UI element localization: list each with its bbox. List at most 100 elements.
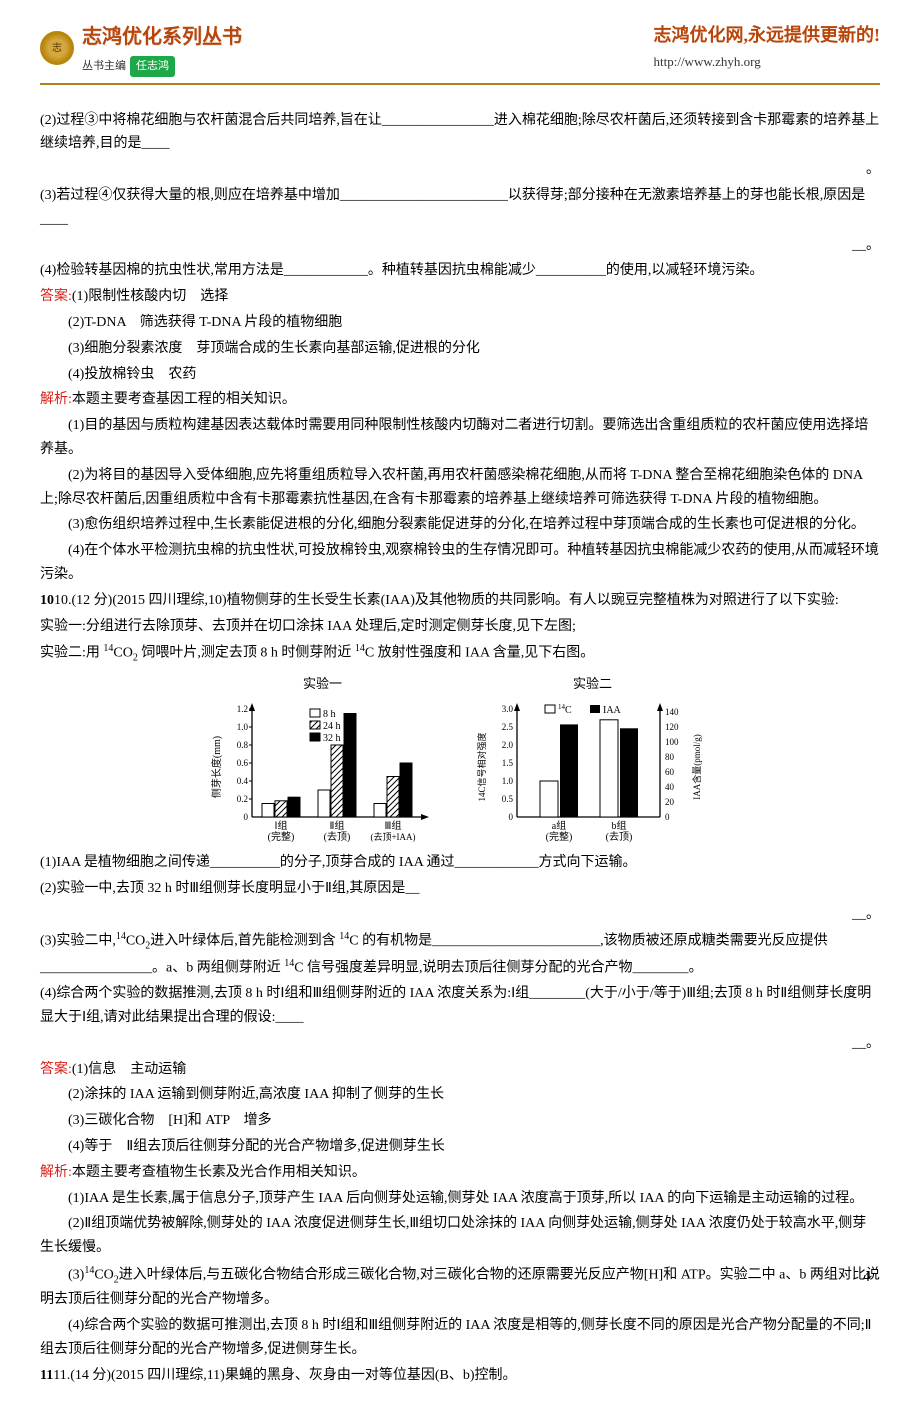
svg-text:IAA: IAA — [603, 705, 622, 716]
answer-block: 答案:(1)限制性核酸内切 选择 — [40, 285, 880, 309]
q10-4-tail: __。 — [40, 1032, 880, 1056]
charts-row: 实验一 侧芽长度(mm) 0 0.2 — [40, 673, 880, 847]
page-header: 志 志鸿优化系列丛书 丛书主编 任志鸿 志鸿优化网,永远提供更新的! http:… — [40, 20, 880, 85]
svg-text:80: 80 — [665, 752, 675, 762]
page-number: 4 — [863, 1266, 870, 1290]
q3-tail: __。 — [40, 234, 880, 258]
analysis-10-1: (1)IAA 是生长素,属于信息分子,顶芽产生 IAA 后向侧芽处运输,侧芽处 … — [40, 1187, 880, 1211]
analysis-head: 本题主要考查基因工程的相关知识。 — [72, 392, 296, 407]
svg-text:(完整): (完整) — [546, 830, 573, 843]
svg-text:1.0: 1.0 — [237, 722, 249, 732]
document-body: (2)过程③中将棉花细胞与农杆菌混合后共同培养,旨在让_____________… — [40, 109, 880, 1388]
series-title-block: 志鸿优化系列丛书 丛书主编 任志鸿 — [82, 20, 242, 77]
q10-3-c: 进入叶绿体后,首先能检测到含 — [150, 934, 339, 949]
analysis-block: 解析:本题主要考查基因工程的相关知识。 — [40, 388, 880, 412]
analysis-10-3: (3)14CO2进入叶绿体后,与五碳化合物结合形成三碳化合物,对三碳化合物的还原… — [40, 1262, 880, 1312]
svg-text:2.0: 2.0 — [502, 740, 514, 750]
answer-label-10: 答案: — [40, 1062, 72, 1077]
svg-text:Ⅲ组: Ⅲ组 — [385, 819, 402, 832]
answer-1: (1)限制性核酸内切 选择 — [72, 289, 228, 304]
q10-3-e: C 信号强度差异明显,说明去顶后往侧芽分配的光合产物________ — [294, 960, 688, 975]
svg-text:100: 100 — [665, 737, 679, 747]
chart-1-title: 实验一 — [210, 673, 435, 695]
question-10-2: (2)实验一中,去顶 32 h 时Ⅲ组侧芽长度明显小于Ⅱ组,其原因是__ — [40, 877, 880, 901]
sup-14: 14 — [103, 643, 113, 654]
svg-text:1.0: 1.0 — [502, 776, 514, 786]
question-10-4: (4)综合两个实验的数据推测,去顶 8 h 时Ⅰ组和Ⅲ组侧芽附近的 IAA 浓度… — [40, 982, 880, 1030]
svg-text:0.4: 0.4 — [237, 776, 249, 786]
ana10-3a: (3) — [68, 1268, 84, 1283]
svg-text:0.8: 0.8 — [237, 740, 249, 750]
site-slogan: 志鸿优化网,永远提供更新的! — [654, 20, 881, 51]
answer-10-4: (4)等于 Ⅱ组去顶后往侧芽分配的光合产物增多,促进侧芽生长 — [40, 1135, 880, 1159]
q10-exp2-a: 实验二:用 — [40, 646, 103, 661]
svg-text:8 h: 8 h — [323, 709, 336, 720]
svg-text:(完整): (完整) — [268, 830, 295, 843]
svg-text:0.5: 0.5 — [502, 794, 514, 804]
svg-text:14C信号相对强度: 14C信号相对强度 — [476, 732, 487, 801]
editor-name: 任志鸿 — [130, 56, 175, 77]
chart-2-title: 实验二 — [475, 673, 710, 695]
question-2: (2)过程③中将棉花细胞与农杆菌混合后共同培养,旨在让_____________… — [40, 109, 880, 157]
sup-14c: 14 — [116, 931, 126, 942]
svg-text:Ⅱ组: Ⅱ组 — [330, 819, 345, 832]
sup-14b: 14 — [355, 643, 365, 654]
q10-exp2-d: C 放射性强度和 IAA 含量,见下右图。 — [365, 646, 594, 661]
analysis-10-head: 本题主要考查植物生长素及光合作用相关知识。 — [72, 1165, 366, 1180]
answer-label: 答案: — [40, 289, 72, 304]
site-url: http://www.zhyh.org — [654, 51, 881, 73]
analysis-label-10: 解析: — [40, 1165, 72, 1180]
header-left: 志 志鸿优化系列丛书 丛书主编 任志鸿 — [40, 20, 242, 77]
svg-text:140: 140 — [665, 707, 679, 717]
answer-3: (3)细胞分裂素浓度 芽顶端合成的生长素向基部运输,促进根的分化 — [40, 337, 880, 361]
series-title: 志鸿优化系列丛书 — [82, 20, 242, 54]
chart-1: 侧芽长度(mm) 0 0.2 0.4 0.6 0.8 1.0 1.2 — [210, 697, 435, 847]
q10-3-b: CO — [126, 934, 145, 949]
svg-text:b组: b组 — [612, 819, 627, 832]
analysis-4: (4)在个体水平检测抗虫棉的抗虫性状,可投放棉铃虫,观察棉铃虫的生存情况即可。种… — [40, 539, 880, 587]
q10-2-tail: __。 — [40, 903, 880, 927]
analysis-10-2: (2)Ⅱ组顶端优势被解除,侧芽处的 IAA 浓度促进侧芽生长,Ⅲ组切口处涂抹的 … — [40, 1212, 880, 1260]
svg-text:40: 40 — [665, 782, 675, 792]
q10-exp2-c: 饲喂叶片,测定去顶 8 h 时侧芽附近 — [138, 646, 355, 661]
chart-2: 14C信号相对强度 IAA含量(pmol/g) 0 0.5 1.0 1.5 2.… — [475, 697, 710, 847]
analysis-2: (2)为将目的基因导入受体细胞,应先将重组质粒导入农杆菌,再用农杆菌感染棉花细胞… — [40, 464, 880, 512]
question-10-exp1: 实验一:分组进行去除顶芽、去顶并在切口涂抹 IAA 处理后,定时测定侧芽长度,见… — [40, 615, 880, 639]
header-right: 志鸿优化网,永远提供更新的! http://www.zhyh.org — [654, 20, 881, 73]
analysis-3: (3)愈伤组织培养过程中,生长素能促进根的分化,细胞分裂素能促进芽的分化,在培养… — [40, 513, 880, 537]
svg-text:14C: 14C — [558, 703, 572, 716]
svg-text:120: 120 — [665, 722, 679, 732]
svg-text:0.2: 0.2 — [237, 794, 248, 804]
analysis-10-block: 解析:本题主要考查植物生长素及光合作用相关知识。 — [40, 1161, 880, 1185]
svg-text:20: 20 — [665, 797, 675, 807]
analysis-10-4: (4)综合两个实验的数据可推测出,去顶 8 h 时Ⅰ组和Ⅲ组侧芽附近的 IAA … — [40, 1314, 880, 1362]
question-4: (4)检验转基因棉的抗虫性状,常用方法是____________。种植转基因抗虫… — [40, 259, 880, 283]
svg-text:1.2: 1.2 — [237, 704, 248, 714]
question-10-3: (3)实验二中,14CO2进入叶绿体后,首先能检测到含 14C 的有机物是___… — [40, 928, 880, 980]
editor-line: 丛书主编 任志鸿 — [82, 56, 242, 77]
svg-text:60: 60 — [665, 767, 675, 777]
question-10-head: 1010.(12 分)(2015 四川理综,10)植物侧芽的生长受生长素(IAA… — [40, 589, 880, 613]
svg-text:32 h: 32 h — [323, 733, 341, 744]
chart-1-wrap: 实验一 侧芽长度(mm) 0 0.2 — [210, 673, 435, 847]
question-10-1: (1)IAA 是植物细胞之间传递__________的分子,顶芽合成的 IAA … — [40, 851, 880, 875]
answer-2: (2)T-DNA 筛选获得 T-DNA 片段的植物细胞 — [40, 311, 880, 335]
svg-text:侧芽长度(mm): 侧芽长度(mm) — [210, 736, 223, 798]
question-3: (3)若过程④仅获得大量的根,则应在培养基中增加________________… — [40, 184, 880, 232]
svg-text:(去顶): (去顶) — [606, 831, 633, 843]
answer-10-1: (1)信息 主动运输 — [72, 1062, 186, 1077]
q11-text: 11.(14 分)(2015 四川理综,11)果蝇的黑身、灰身由一对等位基因(B… — [53, 1368, 516, 1383]
sup-14f: 14 — [84, 1265, 94, 1276]
q10-exp2-b: CO — [113, 646, 132, 661]
q10-head-text: 10.(12 分)(2015 四川理综,10)植物侧芽的生长受生长素(IAA)及… — [54, 593, 839, 608]
series-badge-icon: 志 — [40, 31, 74, 65]
answer-10-block: 答案:(1)信息 主动运输 — [40, 1058, 880, 1082]
analysis-1: (1)目的基因与质粒构建基因表达载体时需要用同种限制性核酸内切酶对二者进行切割。… — [40, 414, 880, 462]
q10-3-tail: 。 — [689, 960, 703, 975]
editor-label: 丛书主编 — [82, 57, 126, 76]
answer-10-2: (2)涂抹的 IAA 运输到侧芽附近,高浓度 IAA 抑制了侧芽的生长 — [40, 1083, 880, 1107]
svg-text:(去顶+IAA): (去顶+IAA) — [370, 831, 415, 842]
svg-text:2.5: 2.5 — [502, 722, 514, 732]
svg-text:3.0: 3.0 — [502, 704, 514, 714]
svg-text:Ⅰ组: Ⅰ组 — [275, 819, 288, 832]
